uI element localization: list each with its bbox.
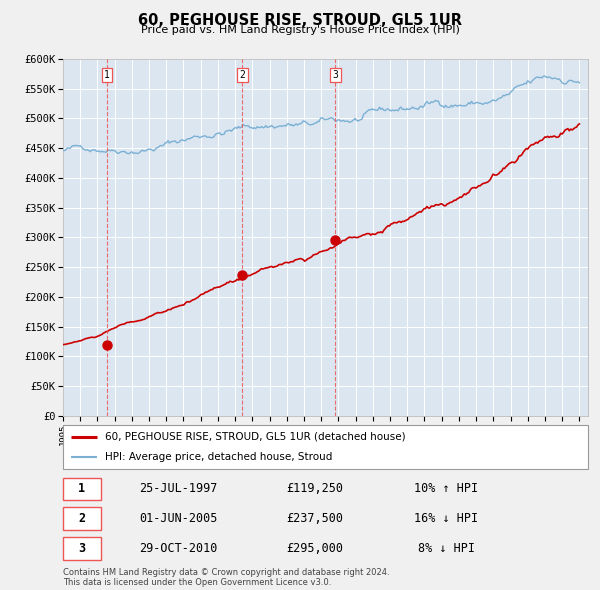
Text: Contains HM Land Registry data © Crown copyright and database right 2024.
This d: Contains HM Land Registry data © Crown c… xyxy=(63,568,389,587)
Text: Price paid vs. HM Land Registry's House Price Index (HPI): Price paid vs. HM Land Registry's House … xyxy=(140,25,460,35)
Text: 1: 1 xyxy=(104,70,110,80)
Text: 1: 1 xyxy=(79,482,85,495)
Text: £237,500: £237,500 xyxy=(287,512,343,525)
Text: £295,000: £295,000 xyxy=(287,542,343,555)
Text: 25-JUL-1997: 25-JUL-1997 xyxy=(139,482,218,495)
Text: 8% ↓ HPI: 8% ↓ HPI xyxy=(418,542,475,555)
FancyBboxPatch shape xyxy=(63,507,101,530)
Text: 16% ↓ HPI: 16% ↓ HPI xyxy=(414,512,478,525)
Text: 29-OCT-2010: 29-OCT-2010 xyxy=(139,542,218,555)
FancyBboxPatch shape xyxy=(63,425,588,469)
Text: 2: 2 xyxy=(239,70,245,80)
Text: £119,250: £119,250 xyxy=(287,482,343,495)
Text: 10% ↑ HPI: 10% ↑ HPI xyxy=(414,482,478,495)
Text: 01-JUN-2005: 01-JUN-2005 xyxy=(139,512,218,525)
Text: 3: 3 xyxy=(79,542,85,555)
Text: 60, PEGHOUSE RISE, STROUD, GL5 1UR (detached house): 60, PEGHOUSE RISE, STROUD, GL5 1UR (deta… xyxy=(105,432,406,442)
FancyBboxPatch shape xyxy=(63,537,101,560)
Text: 60, PEGHOUSE RISE, STROUD, GL5 1UR: 60, PEGHOUSE RISE, STROUD, GL5 1UR xyxy=(138,13,462,28)
Text: 2: 2 xyxy=(79,512,85,525)
Text: HPI: Average price, detached house, Stroud: HPI: Average price, detached house, Stro… xyxy=(105,452,332,462)
FancyBboxPatch shape xyxy=(63,477,101,500)
Text: 3: 3 xyxy=(332,70,338,80)
